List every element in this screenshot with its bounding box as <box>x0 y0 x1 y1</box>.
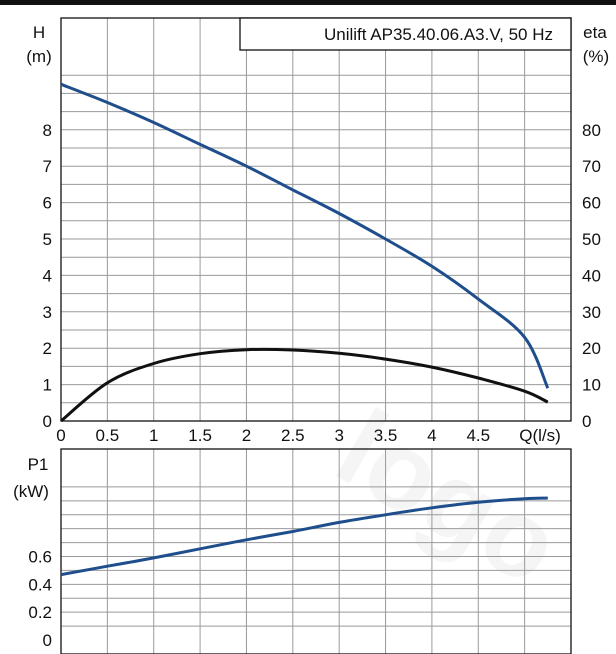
y-right-tick-label: 80 <box>582 121 601 140</box>
y-right-tick-label: 10 <box>582 376 601 395</box>
bottom-panel-grid <box>61 449 571 654</box>
y-left-tick-label: 0 <box>43 412 52 431</box>
x-axis-label: Q(l/s) <box>519 426 561 445</box>
x-tick-label: 0.5 <box>96 426 120 445</box>
y-right-tick-label: 40 <box>582 266 601 285</box>
top-panel-grid <box>61 18 571 421</box>
head-curve <box>60 82 550 389</box>
y-right-unit: (%) <box>583 47 609 66</box>
y-right-tick-label: 70 <box>582 157 601 176</box>
p1-tick-label: 0.6 <box>28 548 52 567</box>
tick-labels: 0 0.5 1 1.5 2 2.5 3 3.5 4 4.501234567801020304050… <box>28 121 601 650</box>
top-border <box>0 0 616 5</box>
y-left-label: H <box>33 23 45 42</box>
efficiency-curve <box>60 347 549 423</box>
y-left-tick-label: 7 <box>43 157 52 176</box>
y-right-tick-label: 60 <box>582 194 601 213</box>
x-tick-label: 1 <box>149 426 158 445</box>
p1-tick-label: 0.4 <box>28 575 52 594</box>
x-tick-label: 0 <box>56 426 65 445</box>
curves-layer <box>60 82 550 577</box>
y-right-tick-label: 50 <box>582 230 601 249</box>
y-left-tick-label: 4 <box>43 266 52 285</box>
y-left-tick-label: 3 <box>43 303 52 322</box>
p1-tick-label: 0.2 <box>28 603 52 622</box>
y-right-tick-label: 0 <box>582 412 591 431</box>
y-right-tick-label: 20 <box>582 339 601 358</box>
p1-label: P1 <box>28 455 49 474</box>
title-box <box>239 17 572 51</box>
x-tick-label: 4.5 <box>466 426 490 445</box>
y-right-label: eta <box>583 23 607 42</box>
y-left-unit: (m) <box>26 47 51 66</box>
x-tick-label: 2.5 <box>281 426 305 445</box>
bottom-panel-frame <box>60 448 572 654</box>
y-left-tick-label: 6 <box>43 194 52 213</box>
chart-title: Unilift AP35.40.06.A3.V, 50 Hz <box>324 25 553 44</box>
x-tick-label: 3 <box>334 426 343 445</box>
y-left-tick-label: 5 <box>43 230 52 249</box>
x-tick-label: 1.5 <box>188 426 212 445</box>
y-right-tick-label: 30 <box>582 303 601 322</box>
x-tick-label: 2 <box>242 426 251 445</box>
p1-unit: (kW) <box>13 482 49 501</box>
x-tick-label: 4 <box>427 426 436 445</box>
y-left-tick-label: 8 <box>43 121 52 140</box>
y-left-tick-label: 1 <box>43 376 52 395</box>
x-tick-label: 3.5 <box>374 426 398 445</box>
power-curve <box>60 496 548 577</box>
top-panel-frame <box>60 17 572 422</box>
p1-tick-label: 0 <box>43 631 52 650</box>
y-left-tick-label: 2 <box>43 339 52 358</box>
